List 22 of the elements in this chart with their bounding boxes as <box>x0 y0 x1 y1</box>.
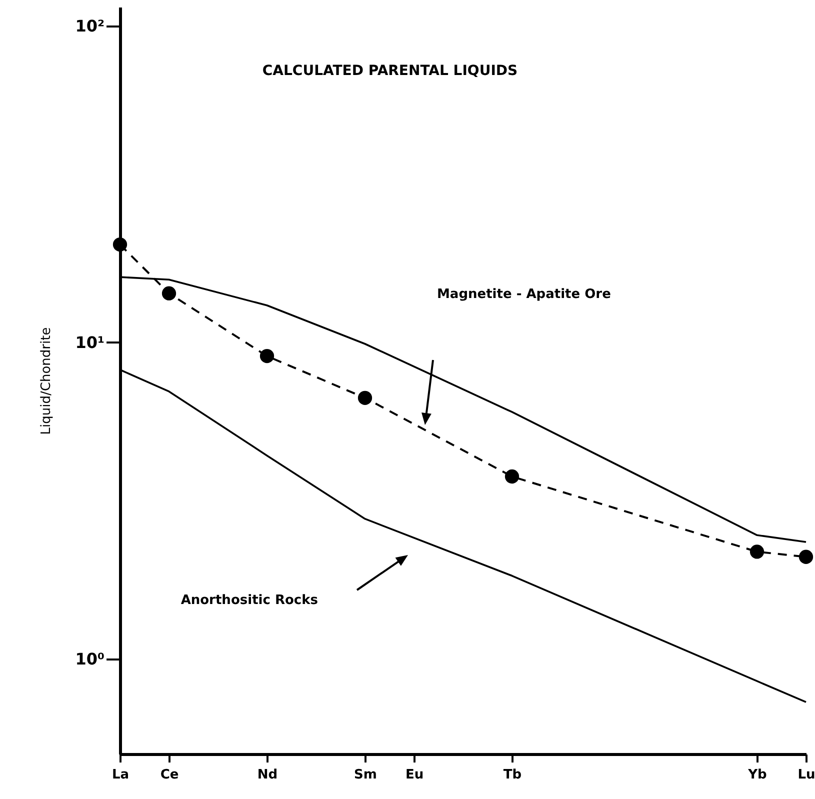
x-tick-label: La <box>112 768 130 782</box>
point <box>162 286 176 300</box>
x-tick-label: Yb <box>747 768 767 782</box>
point <box>358 390 372 405</box>
text: CALCULATED PARENTAL LIQUIDS <box>262 63 518 79</box>
x-tick-label: Nd <box>257 768 278 782</box>
point <box>260 348 274 364</box>
y-axis-title: Liquid/Chondrite <box>39 327 54 435</box>
x-tick-label: Lu <box>798 768 815 782</box>
y-tick-label: 10² <box>75 16 104 36</box>
point <box>798 550 814 564</box>
point <box>750 544 764 559</box>
y-tick-label: 10⁰ <box>75 649 104 668</box>
point <box>504 469 520 484</box>
y-tick-label: 10¹ <box>75 332 104 352</box>
x-tick-label: Sm <box>354 768 377 782</box>
x-tick-label: Eu <box>405 768 424 782</box>
annotation: Magnetite - Apatite Ore <box>437 287 612 302</box>
x-tick-label: Tb <box>503 768 522 782</box>
point <box>112 238 128 252</box>
annotation: Anorthositic Rocks <box>180 593 318 608</box>
x-tick-label: Ce <box>160 768 179 782</box>
